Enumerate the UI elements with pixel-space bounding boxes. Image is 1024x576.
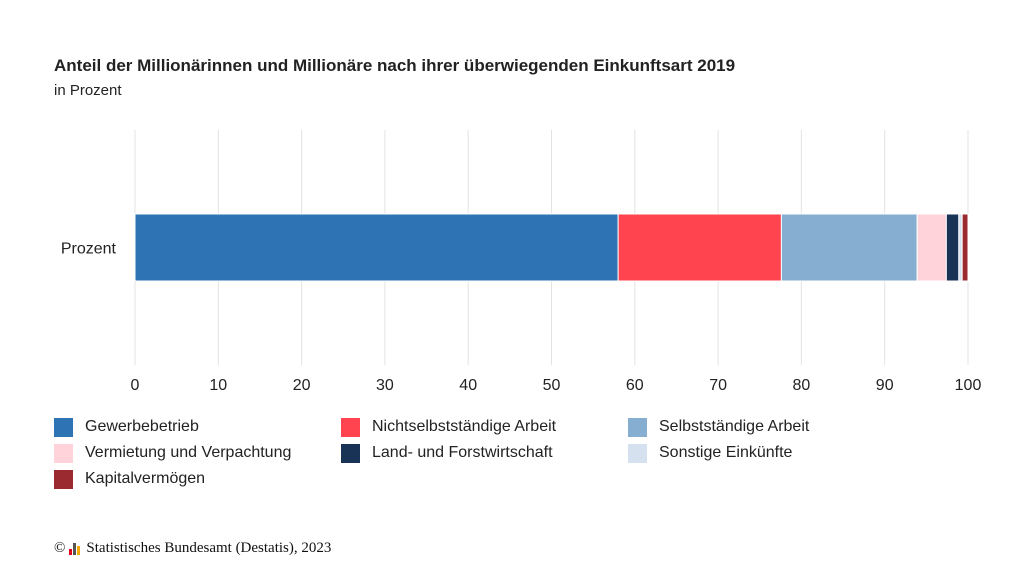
category-labels: Prozent <box>61 241 117 258</box>
bar-segment-gewerbebetrieb[interactable] <box>134 213 619 282</box>
legend-item[interactable]: Nichtselbstständige Arbeit <box>341 416 556 438</box>
x-tick-label: 50 <box>543 377 561 394</box>
x-tick-label: 80 <box>793 377 811 394</box>
chart-title: Anteil der Millionärinnen und Millionäre… <box>54 56 736 75</box>
bar-segments <box>134 213 969 282</box>
source-footer: © Statistisches Bundesamt (Destatis), 20… <box>54 540 331 557</box>
stacked-bar-chart: 0 10 20 30 40 50 60 70 80 90 100 Prozent <box>61 130 982 394</box>
legend-item[interactable]: Vermietung und Verpachtung <box>54 442 291 464</box>
x-tick-label: 100 <box>955 377 982 394</box>
destatis-logo-icon <box>69 542 81 555</box>
x-tick-label: 20 <box>293 377 311 394</box>
legend-label: Sonstige Einkünfte <box>659 444 793 461</box>
legend-label: Selbstständige Arbeit <box>659 418 810 435</box>
legend-swatch <box>628 443 647 463</box>
bar-segment-kapitalvermögen[interactable] <box>961 213 969 282</box>
chart-subtitle: in Prozent <box>54 82 122 99</box>
x-tick-label: 70 <box>709 377 727 394</box>
legend-item[interactable]: Kapitalvermögen <box>54 468 205 490</box>
bar-segment-selbstständige-arbeit[interactable] <box>780 213 918 282</box>
bar-segment-nichtselbstständige-arbeit[interactable] <box>617 213 782 282</box>
legend-item[interactable]: Gewerbebetrieb <box>54 416 199 438</box>
legend-label: Kapitalvermögen <box>85 470 206 487</box>
copyright-symbol: © <box>54 540 66 556</box>
legend-label: Nichtselbstständige Arbeit <box>372 418 557 435</box>
legend-item[interactable]: Sonstige Einkünfte <box>628 442 792 464</box>
x-tick-label: 40 <box>459 377 477 394</box>
bar-segment-land-und-forstwirtschaft[interactable] <box>945 213 960 282</box>
category-label: Prozent <box>61 241 117 258</box>
legend-swatch <box>628 417 647 437</box>
source-text: Statistisches Bundesamt (Destatis), 2023 <box>86 540 332 556</box>
legend-swatch <box>341 417 360 437</box>
x-tick-label: 90 <box>876 377 894 394</box>
x-tick-label: 60 <box>626 377 644 394</box>
x-tick-label: 10 <box>209 377 227 394</box>
legend-item[interactable]: Selbstständige Arbeit <box>628 416 809 438</box>
legend-label: Gewerbebetrieb <box>85 418 199 435</box>
legend-label: Vermietung und Verpachtung <box>85 444 292 461</box>
bar-segment-vermietung-und-verpachtung[interactable] <box>916 213 947 282</box>
legend-swatch <box>54 469 73 489</box>
legend-swatch <box>341 443 360 463</box>
legend-item[interactable]: Land- und Forstwirtschaft <box>341 442 553 464</box>
legend-swatch <box>54 443 73 463</box>
legend-swatch <box>54 417 73 437</box>
x-tick-label: 0 <box>131 377 140 394</box>
x-tick-labels: 0 10 20 30 40 50 60 70 80 90 100 <box>131 377 982 394</box>
x-tick-label: 30 <box>376 377 394 394</box>
legend-label: Land- und Forstwirtschaft <box>372 444 553 461</box>
